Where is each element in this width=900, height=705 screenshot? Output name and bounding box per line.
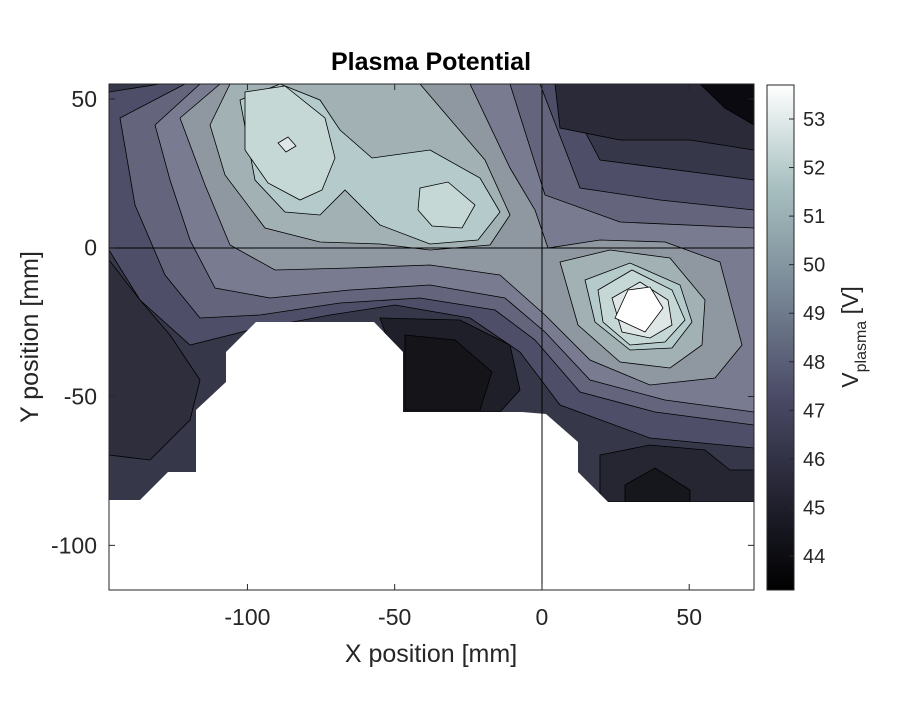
colorbar xyxy=(766,84,795,591)
y-tick-label: -50 xyxy=(64,384,97,410)
contour-band-53 xyxy=(244,85,686,346)
y-tick-label: -100 xyxy=(51,532,97,558)
colorbar-label-unit: [V] xyxy=(837,286,863,321)
colorbar-tick-label: 47 xyxy=(803,400,825,422)
x-tick-label: -100 xyxy=(224,604,270,630)
y-axis-ticks: 50 0 -50 -100 xyxy=(51,86,754,558)
y-axis-label: Y position [mm] xyxy=(16,251,44,423)
colorbar-tick-label: 53 xyxy=(803,109,825,131)
x-tick-label: -50 xyxy=(378,604,411,630)
chart-title: Plasma Potential xyxy=(331,48,531,76)
colorbar-ticks: 53 52 51 50 49 48 47 46 45 44 xyxy=(789,109,825,568)
colorbar-tick-label: 48 xyxy=(803,352,825,374)
contour-peak xyxy=(614,286,664,333)
x-tick-label: 50 xyxy=(676,604,702,630)
colorbar-tick-label: 44 xyxy=(803,546,825,568)
x-axis-label: X position [mm] xyxy=(345,640,517,668)
x-axis-ticks: -100 -50 0 50 xyxy=(224,84,702,630)
x-tick-label: 0 xyxy=(536,604,549,630)
no-data-mask xyxy=(109,322,754,590)
colorbar-tick-label: 45 xyxy=(803,497,825,519)
colorbar-tick-label: 46 xyxy=(803,449,825,471)
contour-darkest-corner xyxy=(699,84,754,126)
y-tick-label: 0 xyxy=(84,235,97,261)
colorbar-tick-label: 52 xyxy=(803,158,825,180)
contour-dark-top-right xyxy=(554,84,754,151)
contour-darkest-bottom-right xyxy=(624,467,691,503)
contour-fill xyxy=(109,84,754,590)
colorbar-label: Vplasma [V] xyxy=(837,286,870,387)
colorbar-tick-label: 51 xyxy=(803,206,825,228)
colorbar-label-sub: plasma xyxy=(853,321,870,373)
contour-darkest-center xyxy=(404,334,493,411)
contour-dark-left xyxy=(109,259,201,461)
colorbar-tick-label: 49 xyxy=(803,303,825,325)
colorbar-label-main: V xyxy=(837,372,863,388)
colorbar-tick-label: 50 xyxy=(803,255,825,277)
y-tick-label: 50 xyxy=(71,86,97,112)
plot-frame xyxy=(108,83,755,591)
